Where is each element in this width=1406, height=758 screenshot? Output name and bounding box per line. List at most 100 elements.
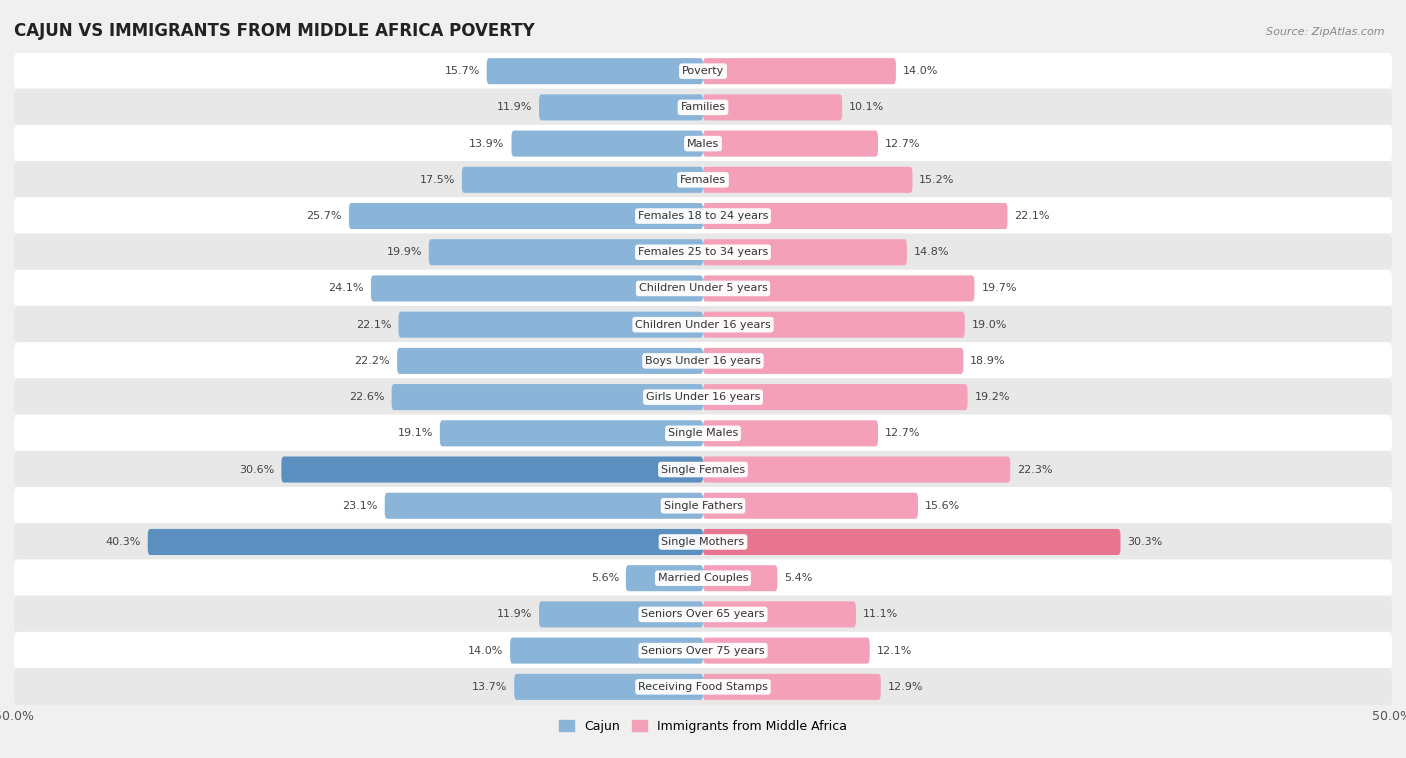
Text: Girls Under 16 years: Girls Under 16 years [645, 392, 761, 402]
FancyBboxPatch shape [14, 596, 1392, 633]
Text: 25.7%: 25.7% [307, 211, 342, 221]
FancyBboxPatch shape [703, 529, 1121, 555]
FancyBboxPatch shape [703, 420, 877, 446]
Text: 19.9%: 19.9% [387, 247, 422, 257]
FancyBboxPatch shape [703, 601, 856, 628]
FancyBboxPatch shape [14, 523, 1392, 561]
FancyBboxPatch shape [14, 559, 1392, 597]
FancyBboxPatch shape [703, 493, 918, 518]
Text: 12.1%: 12.1% [876, 646, 912, 656]
Text: 14.0%: 14.0% [903, 66, 938, 76]
Text: Single Females: Single Females [661, 465, 745, 475]
FancyBboxPatch shape [461, 167, 703, 193]
Text: 14.8%: 14.8% [914, 247, 949, 257]
FancyBboxPatch shape [396, 348, 703, 374]
Text: 24.1%: 24.1% [329, 283, 364, 293]
FancyBboxPatch shape [14, 125, 1392, 162]
FancyBboxPatch shape [515, 674, 703, 700]
Text: Source: ZipAtlas.com: Source: ZipAtlas.com [1267, 27, 1385, 36]
Text: 5.4%: 5.4% [785, 573, 813, 583]
Text: Poverty: Poverty [682, 66, 724, 76]
Text: 15.7%: 15.7% [444, 66, 479, 76]
FancyBboxPatch shape [703, 58, 896, 84]
FancyBboxPatch shape [14, 305, 1392, 343]
FancyBboxPatch shape [349, 203, 703, 229]
FancyBboxPatch shape [486, 58, 703, 84]
Text: Males: Males [688, 139, 718, 149]
FancyBboxPatch shape [538, 94, 703, 121]
FancyBboxPatch shape [14, 378, 1392, 416]
Text: 13.7%: 13.7% [472, 682, 508, 692]
Text: Boys Under 16 years: Boys Under 16 years [645, 356, 761, 366]
Text: 5.6%: 5.6% [591, 573, 619, 583]
Text: 12.7%: 12.7% [884, 139, 921, 149]
Text: 19.2%: 19.2% [974, 392, 1010, 402]
Text: 13.9%: 13.9% [470, 139, 505, 149]
Text: 19.7%: 19.7% [981, 283, 1017, 293]
Text: Receiving Food Stamps: Receiving Food Stamps [638, 682, 768, 692]
Text: Females 25 to 34 years: Females 25 to 34 years [638, 247, 768, 257]
FancyBboxPatch shape [14, 197, 1392, 235]
FancyBboxPatch shape [14, 415, 1392, 453]
FancyBboxPatch shape [14, 270, 1392, 307]
FancyBboxPatch shape [703, 384, 967, 410]
Text: 19.1%: 19.1% [398, 428, 433, 438]
FancyBboxPatch shape [14, 668, 1392, 706]
Text: 22.3%: 22.3% [1017, 465, 1053, 475]
FancyBboxPatch shape [281, 456, 703, 483]
FancyBboxPatch shape [14, 342, 1392, 380]
FancyBboxPatch shape [14, 52, 1392, 90]
Text: Single Mothers: Single Mothers [661, 537, 745, 547]
FancyBboxPatch shape [703, 565, 778, 591]
Text: 10.1%: 10.1% [849, 102, 884, 112]
FancyBboxPatch shape [14, 631, 1392, 669]
Text: Females: Females [681, 175, 725, 185]
Text: 30.6%: 30.6% [239, 465, 274, 475]
Text: 40.3%: 40.3% [105, 537, 141, 547]
FancyBboxPatch shape [703, 167, 912, 193]
Text: Females 18 to 24 years: Females 18 to 24 years [638, 211, 768, 221]
Text: 22.1%: 22.1% [356, 320, 392, 330]
FancyBboxPatch shape [510, 637, 703, 664]
FancyBboxPatch shape [429, 240, 703, 265]
Text: 11.9%: 11.9% [496, 102, 531, 112]
Text: Seniors Over 65 years: Seniors Over 65 years [641, 609, 765, 619]
Text: Families: Families [681, 102, 725, 112]
Text: 19.0%: 19.0% [972, 320, 1007, 330]
Text: 14.0%: 14.0% [468, 646, 503, 656]
FancyBboxPatch shape [385, 493, 703, 518]
Text: Married Couples: Married Couples [658, 573, 748, 583]
Text: Children Under 16 years: Children Under 16 years [636, 320, 770, 330]
FancyBboxPatch shape [14, 233, 1392, 271]
Text: Single Males: Single Males [668, 428, 738, 438]
FancyBboxPatch shape [371, 275, 703, 302]
FancyBboxPatch shape [440, 420, 703, 446]
Text: 30.3%: 30.3% [1128, 537, 1163, 547]
FancyBboxPatch shape [538, 601, 703, 628]
Legend: Cajun, Immigrants from Middle Africa: Cajun, Immigrants from Middle Africa [554, 715, 852, 738]
Text: 22.1%: 22.1% [1014, 211, 1050, 221]
FancyBboxPatch shape [398, 312, 703, 338]
Text: 12.7%: 12.7% [884, 428, 921, 438]
Text: Seniors Over 75 years: Seniors Over 75 years [641, 646, 765, 656]
FancyBboxPatch shape [703, 240, 907, 265]
FancyBboxPatch shape [703, 674, 880, 700]
Text: 18.9%: 18.9% [970, 356, 1005, 366]
Text: 22.2%: 22.2% [354, 356, 391, 366]
FancyBboxPatch shape [148, 529, 703, 555]
FancyBboxPatch shape [703, 94, 842, 121]
FancyBboxPatch shape [512, 130, 703, 157]
Text: 12.9%: 12.9% [887, 682, 924, 692]
Text: 11.9%: 11.9% [496, 609, 531, 619]
FancyBboxPatch shape [703, 312, 965, 338]
Text: Children Under 5 years: Children Under 5 years [638, 283, 768, 293]
FancyBboxPatch shape [626, 565, 703, 591]
Text: CAJUN VS IMMIGRANTS FROM MIDDLE AFRICA POVERTY: CAJUN VS IMMIGRANTS FROM MIDDLE AFRICA P… [14, 23, 534, 40]
FancyBboxPatch shape [703, 456, 1011, 483]
Text: 15.6%: 15.6% [925, 501, 960, 511]
Text: 17.5%: 17.5% [419, 175, 456, 185]
FancyBboxPatch shape [14, 487, 1392, 525]
FancyBboxPatch shape [14, 89, 1392, 127]
Text: 15.2%: 15.2% [920, 175, 955, 185]
Text: 22.6%: 22.6% [349, 392, 385, 402]
